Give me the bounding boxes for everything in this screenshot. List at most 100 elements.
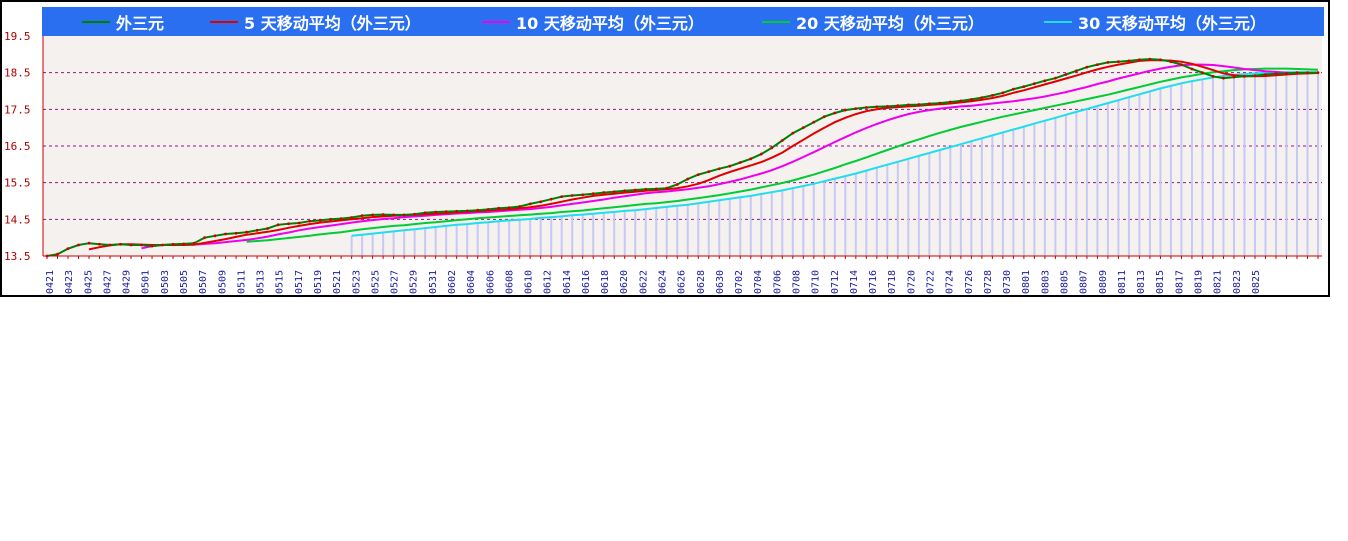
x-tick-label: 0606 bbox=[485, 270, 496, 294]
x-tick-labels: 0421 0423 0425 0427 0429 0501 0503 0505 0507 0509… bbox=[45, 270, 1262, 294]
series-1-point bbox=[812, 120, 816, 124]
series-1-point bbox=[581, 193, 585, 197]
x-tick-label: 0509 bbox=[217, 270, 228, 294]
series-1-point bbox=[770, 146, 774, 150]
series-1-point bbox=[476, 208, 480, 212]
legend-label-series-4: 20 天移动平均（外三元） bbox=[796, 13, 984, 33]
plot-area: 13.514.515.516.517.518.519.5 0421 0423 042… bbox=[4, 30, 1322, 294]
series-1-point bbox=[969, 98, 973, 101]
y-tick-label: 13.5 bbox=[4, 250, 31, 263]
x-tick-label: 0823 bbox=[1232, 270, 1243, 294]
series-1-point bbox=[161, 243, 164, 247]
series-1-point bbox=[938, 101, 942, 105]
series-1-point bbox=[318, 219, 322, 222]
legend-swatch-series-3 bbox=[482, 20, 510, 23]
series-1-point bbox=[864, 106, 868, 109]
series-1-point bbox=[980, 96, 984, 99]
series-1-point bbox=[381, 213, 385, 216]
series-1-point bbox=[927, 102, 931, 106]
series-1-point bbox=[339, 217, 343, 221]
y-tick-label: 14.5 bbox=[4, 213, 31, 226]
y-tick-label: 19.5 bbox=[4, 30, 31, 43]
series-1-point bbox=[444, 210, 448, 214]
x-tick-label: 0803 bbox=[1040, 270, 1051, 294]
x-tick-label: 0523 bbox=[351, 270, 362, 294]
series-line-5 bbox=[351, 71, 1318, 237]
axes bbox=[42, 36, 1322, 259]
series-1-point bbox=[675, 183, 679, 186]
series-1-point bbox=[234, 231, 238, 235]
series-1-point bbox=[192, 241, 196, 245]
x-tick-label: 0622 bbox=[638, 270, 649, 294]
series-1-point bbox=[77, 243, 80, 247]
series-1-point bbox=[1243, 74, 1246, 78]
series-1-point bbox=[822, 115, 826, 119]
legend-label-series-5: 30 天移动平均（外三元） bbox=[1078, 13, 1266, 33]
x-tick-label: 0628 bbox=[696, 270, 707, 294]
series-1-point bbox=[1222, 76, 1225, 80]
x-tick-label: 0604 bbox=[466, 270, 477, 294]
x-tick-label: 0421 bbox=[45, 270, 56, 294]
series-1-point bbox=[150, 244, 154, 248]
legend-swatch-series-4 bbox=[762, 20, 790, 23]
series-1-point bbox=[1232, 75, 1236, 79]
legend-item-series-3: 10 天移动平均（外三元） bbox=[482, 10, 704, 33]
series-1-point bbox=[465, 209, 469, 213]
series-1-point bbox=[455, 209, 459, 213]
x-tick-label: 0805 bbox=[1060, 270, 1071, 294]
series-1-point bbox=[1295, 71, 1299, 75]
series-1-point bbox=[549, 197, 553, 201]
x-tick-label: 0821 bbox=[1213, 270, 1224, 294]
x-tick-label: 0809 bbox=[1098, 270, 1109, 294]
x-tick-label: 0807 bbox=[1079, 270, 1090, 294]
x-tick-label: 0610 bbox=[524, 270, 535, 294]
x-tick-label: 0813 bbox=[1136, 270, 1147, 294]
x-tick-label: 0602 bbox=[447, 270, 458, 294]
series-1-point bbox=[497, 206, 501, 210]
legend-item-series-2: 5 天移动平均（外三元） bbox=[210, 10, 421, 33]
x-tick-label: 0620 bbox=[619, 270, 630, 294]
series-1-point bbox=[224, 232, 227, 236]
x-tick-label: 0702 bbox=[734, 270, 745, 294]
x-tick-label: 0507 bbox=[198, 270, 209, 294]
x-tick-label: 0704 bbox=[753, 270, 764, 294]
series-1-point bbox=[371, 213, 375, 217]
x-tick-label: 0706 bbox=[772, 270, 783, 294]
y-tick-label: 18.5 bbox=[4, 67, 31, 80]
series-1-point bbox=[171, 242, 175, 246]
series-1-point bbox=[434, 210, 438, 214]
legend-swatch-series-2 bbox=[210, 20, 238, 23]
x-tick-label: 0608 bbox=[504, 270, 515, 294]
series-1-point bbox=[1148, 57, 1152, 61]
x-tick-label: 0825 bbox=[1251, 270, 1262, 294]
series-1-point bbox=[1075, 69, 1078, 73]
series-1-point bbox=[213, 234, 217, 238]
series-1-point bbox=[1190, 67, 1194, 71]
series-1-point bbox=[885, 105, 889, 108]
series-1-point bbox=[308, 219, 312, 223]
series-1-point bbox=[108, 243, 112, 247]
series-1-point bbox=[738, 161, 742, 164]
x-tick-label: 0612 bbox=[543, 270, 554, 294]
x-tick-label: 0815 bbox=[1155, 270, 1166, 294]
series-1-point bbox=[654, 187, 658, 191]
series-1-point bbox=[245, 230, 248, 234]
series-1-point bbox=[728, 164, 732, 168]
series-1-point bbox=[329, 217, 333, 221]
volume-bars bbox=[350, 72, 1319, 256]
series-1-point bbox=[1211, 74, 1215, 78]
series-1-point bbox=[1011, 87, 1015, 91]
series-1-point bbox=[350, 216, 354, 219]
series-1-point bbox=[1117, 60, 1120, 64]
series-1-point bbox=[1169, 60, 1173, 64]
series-1-point bbox=[66, 247, 70, 251]
series-1-point bbox=[1085, 65, 1089, 69]
legend-swatch-series-5 bbox=[1044, 20, 1072, 23]
x-tick-label: 0505 bbox=[179, 270, 190, 294]
series-1-point bbox=[539, 200, 543, 204]
x-tick-label: 0513 bbox=[256, 270, 267, 294]
x-tick-label: 0630 bbox=[715, 270, 726, 294]
x-tick-label: 0519 bbox=[313, 270, 324, 294]
x-tick-label: 0726 bbox=[964, 270, 975, 294]
series-1-point bbox=[570, 194, 574, 197]
